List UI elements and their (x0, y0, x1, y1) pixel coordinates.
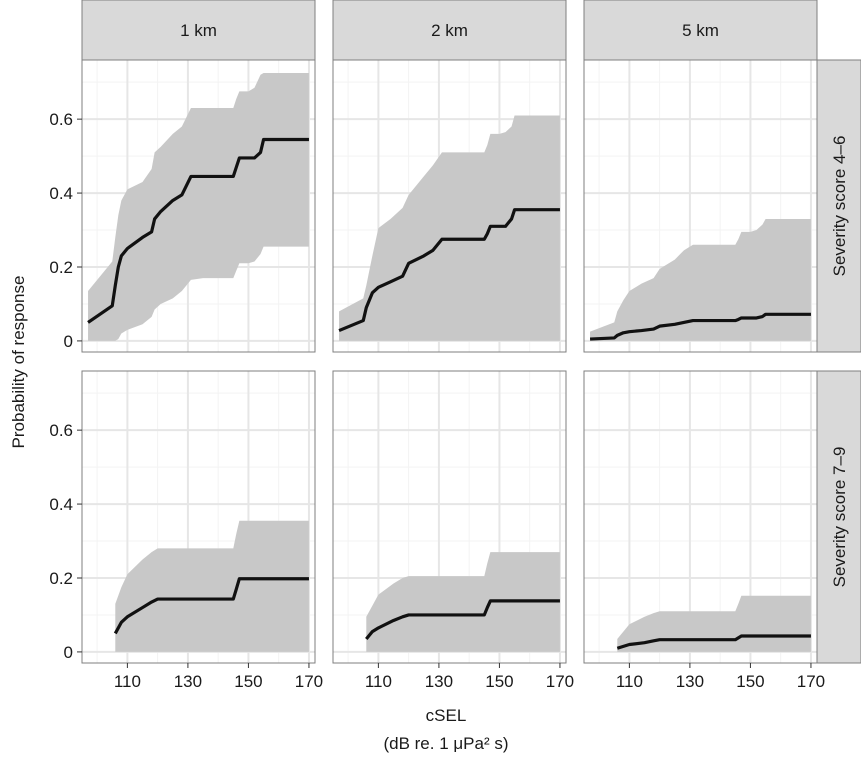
panel (583, 370, 818, 664)
confidence-ribbon (617, 595, 811, 652)
column-strip-label: 2 km (431, 21, 468, 40)
x-tick-label: 110 (616, 672, 643, 691)
panel-border (81, 370, 316, 664)
x-tick-label: 130 (174, 672, 202, 691)
confidence-ribbon (88, 72, 309, 341)
panel (583, 59, 818, 353)
panel (81, 59, 316, 353)
x-axis-units: (dB re. 1 μPa² s) (383, 734, 508, 753)
row-strips: Severity score 4–6 Severity score 7–9 (816, 59, 861, 664)
probability-line (589, 312, 811, 341)
column-strip (332, 0, 567, 61)
panel-border (81, 59, 316, 353)
row-strip (816, 370, 861, 664)
x-tick-label: 130 (425, 672, 453, 691)
panel (332, 59, 567, 353)
y-tick-label: 0.6 (49, 110, 73, 129)
row-strip (816, 59, 861, 353)
y-tick-label: 0 (64, 643, 73, 662)
x-tick-label: 150 (485, 672, 513, 691)
y-tick-label: 0.4 (49, 495, 73, 514)
y-tick-label: 0.2 (49, 569, 73, 588)
row-strip-label: Severity score 7–9 (830, 447, 849, 588)
probability-line (616, 634, 811, 650)
x-tick-label: 170 (797, 672, 825, 691)
panel-border (332, 370, 567, 664)
confidence-ribbon (590, 218, 811, 341)
y-axis-title: Probability of response (9, 276, 28, 449)
panel-border (583, 59, 818, 353)
panel-border (583, 370, 818, 664)
row-strip-label: Severity score 4–6 (830, 136, 849, 277)
x-tick-label: 150 (736, 672, 764, 691)
column-strip (81, 0, 316, 61)
confidence-ribbon (366, 552, 560, 652)
x-tick-label: 170 (546, 672, 574, 691)
x-tick-label: 130 (676, 672, 704, 691)
probability-line (338, 208, 560, 333)
confidence-ribbon (115, 520, 309, 652)
x-tick-label: 110 (365, 672, 392, 691)
y-tick-label: 0.2 (49, 258, 73, 277)
x-tick-label: 150 (234, 672, 262, 691)
column-strips: 1 km 2 km 5 km (81, 0, 818, 61)
x-tick-label: 110 (114, 672, 141, 691)
probability-line (87, 137, 309, 324)
x-tick-label: 170 (295, 672, 323, 691)
y-tick-label: 0.6 (49, 421, 73, 440)
panel (81, 370, 316, 664)
chart-panels (81, 59, 818, 664)
probability-line (365, 599, 560, 640)
axes: 0 0.2 0.4 0.6 0 0.2 0.4 0.6 110 130 150 170 110 130 15… (49, 110, 825, 691)
column-strip (583, 0, 818, 61)
x-axis-title: cSEL (426, 706, 467, 725)
confidence-ribbon (339, 115, 560, 341)
column-strip-label: 1 km (180, 21, 217, 40)
panel (332, 370, 567, 664)
y-tick-label: 0 (64, 332, 73, 351)
y-tick-label: 0.4 (49, 184, 73, 203)
probability-line (113, 577, 309, 635)
panel-border (332, 59, 567, 353)
column-strip-label: 5 km (682, 21, 719, 40)
